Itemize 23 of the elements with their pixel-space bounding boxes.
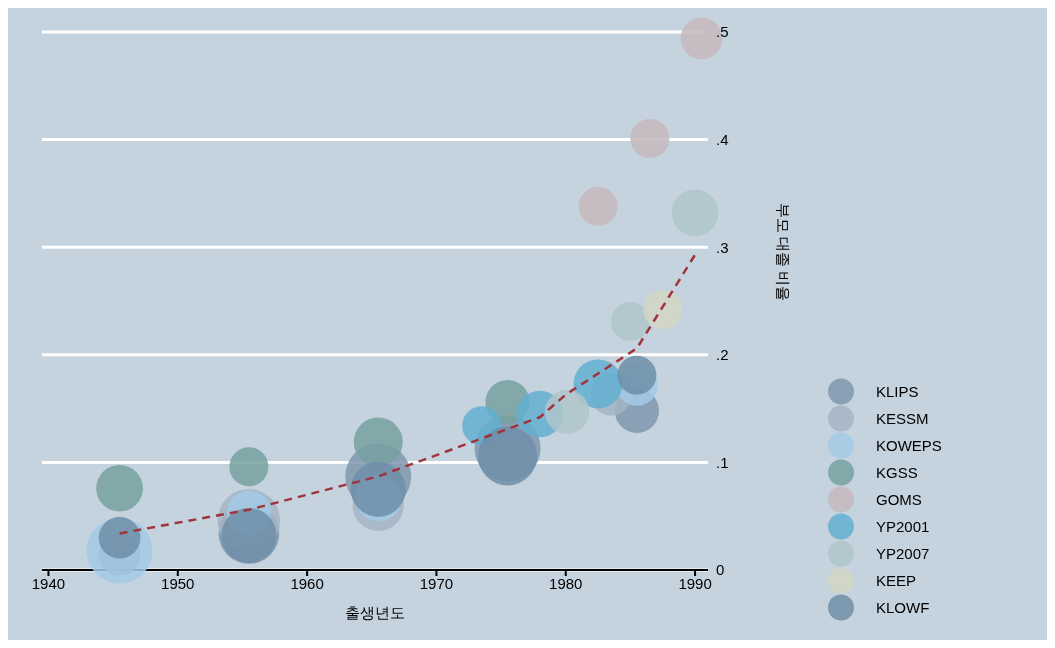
- y-tick-label: .4: [716, 130, 729, 148]
- x-tick-label: 1980: [549, 574, 583, 592]
- legend-label: KLOWF: [876, 599, 930, 616]
- x-axis-title: 출생년도: [345, 604, 405, 621]
- y-tick-label: .3: [716, 238, 729, 256]
- x-tick-label: 1970: [419, 574, 454, 592]
- legend-label: YP2001: [876, 518, 930, 535]
- x-tick-label: 1950: [161, 574, 195, 592]
- y-tick-label: .1: [716, 453, 729, 471]
- y-tick-label: .5: [716, 23, 729, 41]
- legend-label: GOMS: [876, 491, 922, 508]
- x-tick-label: 1940: [31, 574, 66, 592]
- y-tick-label: .2: [716, 346, 729, 364]
- y-tick-label: 0: [716, 561, 725, 579]
- legend-label: KLIPS: [876, 383, 919, 400]
- legend-label: KESSM: [876, 410, 929, 427]
- legend-label: KOWEPS: [876, 437, 942, 454]
- x-tick-label: 1990: [678, 574, 712, 592]
- legend-label: KGSS: [876, 464, 918, 481]
- legend-label: KEEP: [876, 572, 917, 589]
- y-axis-title: 부모 대졸 비율: [774, 202, 792, 301]
- legend-label: YP2007: [876, 545, 930, 562]
- x-tick-label: 1960: [290, 574, 324, 592]
